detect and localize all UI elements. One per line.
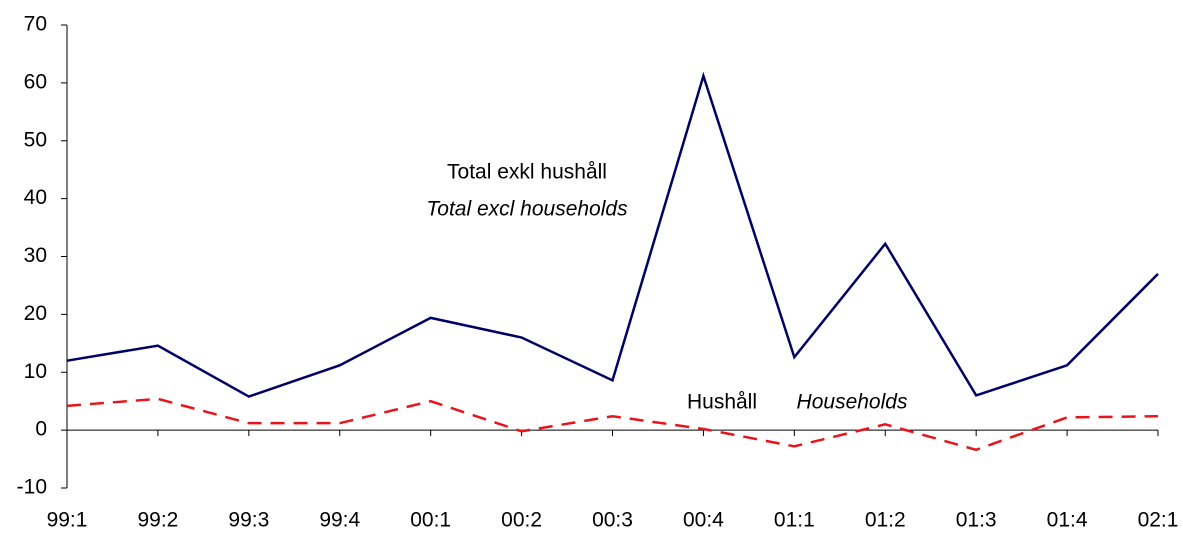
- y-tick-label: 30: [24, 244, 47, 267]
- x-tick-label: 99:2: [137, 509, 178, 532]
- annotation: Total excl households: [426, 198, 628, 221]
- y-tick-label: 20: [24, 302, 47, 325]
- line-series: [66, 71, 1159, 398]
- x-tick-label: 01:2: [865, 509, 906, 532]
- x-tick-label: 00:4: [683, 509, 724, 532]
- x-tick-label: 00:3: [592, 509, 633, 532]
- x-tick-label: 01:4: [1047, 509, 1088, 532]
- annotation: Households: [797, 391, 908, 414]
- y-tick-label: 10: [24, 360, 47, 383]
- annotation: Total exkl hushåll: [447, 161, 607, 184]
- x-tick-label: 99:4: [319, 509, 360, 532]
- x-tick-label: 00:2: [501, 509, 542, 532]
- y-tick-label: 50: [24, 128, 47, 151]
- y-tick-label: -10: [17, 476, 47, 499]
- x-tick-label: 99:1: [47, 509, 88, 532]
- y-tick-label: 40: [24, 186, 47, 209]
- x-tick-label: 99:3: [228, 509, 269, 532]
- annotation: Hushåll: [687, 391, 757, 414]
- x-tick-label: 00:1: [410, 509, 451, 532]
- x-tick-label: 02:1: [1138, 509, 1179, 532]
- y-tick-label: 60: [24, 70, 47, 93]
- y-tick-label: 70: [24, 13, 47, 36]
- x-tick-label: 01:1: [774, 509, 815, 532]
- x-tick-label: 01:3: [956, 509, 997, 532]
- y-tick-label: 0: [35, 418, 47, 441]
- line-series: [66, 397, 1159, 452]
